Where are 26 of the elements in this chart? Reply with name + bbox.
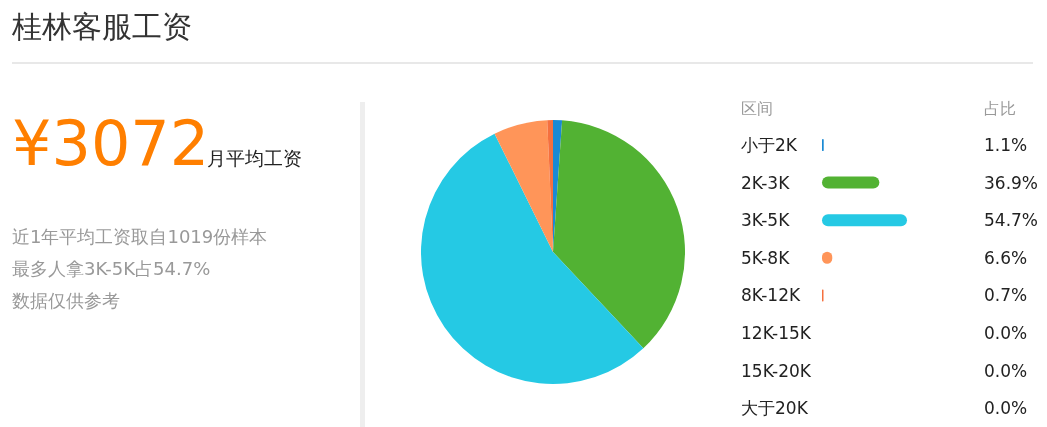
text: 月平均工资 <box>207 147 302 169</box>
legend-label: 2K-3K <box>741 172 791 193</box>
pie-slice <box>494 120 553 252</box>
pie-slice <box>421 133 644 384</box>
text: 数据仅供参考 <box>12 290 120 311</box>
text: 占比 <box>984 99 1016 118</box>
category-label: 15K-20K <box>741 360 811 381</box>
data-label: 6.6% <box>984 247 1028 268</box>
data-label: 0.7% <box>984 285 1028 306</box>
text: 桂林客服工资 <box>11 9 192 44</box>
text: 0.0% <box>984 398 1028 419</box>
category-label: 大于20K <box>741 398 808 419</box>
legend-label: 5K-8K <box>741 247 791 268</box>
legend-label: 小于2K <box>741 134 798 155</box>
pie-slice <box>553 120 685 349</box>
legend-label: 3K-5K <box>741 210 791 231</box>
text: 最多人拿3K-5K占54.7% <box>12 258 211 279</box>
text: 0.0% <box>984 360 1028 381</box>
category-label: 12K-15K <box>741 322 811 343</box>
legend-label: 8K-12K <box>741 285 801 306</box>
text: 0.0% <box>984 322 1028 343</box>
text: 区间 <box>741 99 773 118</box>
text: 近1年平均工资取自1019份样本 <box>12 226 268 247</box>
data-label: 1.1% <box>984 134 1028 155</box>
data-label: 36.9% <box>984 172 1039 193</box>
data-label: 54.7% <box>984 210 1039 231</box>
